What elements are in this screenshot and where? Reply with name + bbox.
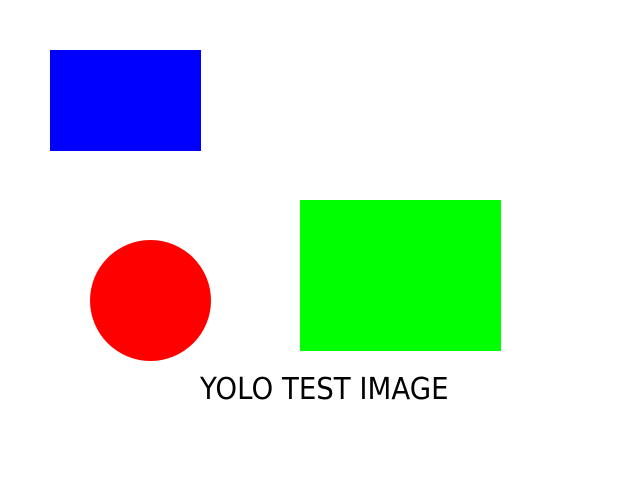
red-circle [90, 240, 211, 361]
blue-rectangle [50, 50, 201, 151]
image-caption: YOLO TEST IMAGE [200, 372, 449, 407]
green-rectangle [300, 200, 501, 351]
